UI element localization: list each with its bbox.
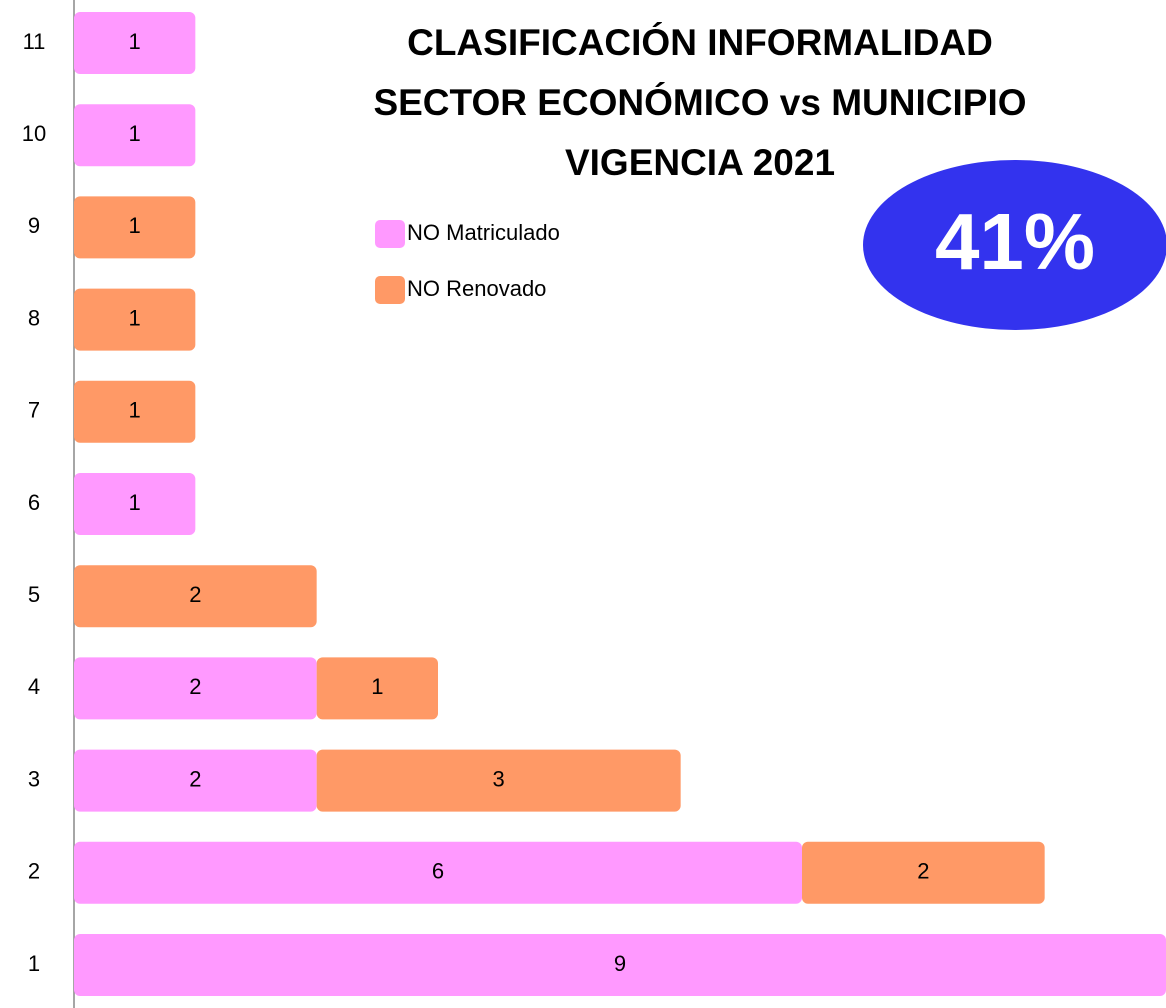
y-tick-label: 2 xyxy=(28,859,40,884)
bar-label: 1 xyxy=(129,29,141,54)
badge-text: 41% xyxy=(935,197,1095,286)
bar-segment xyxy=(74,196,196,259)
bar-segment xyxy=(74,749,317,812)
bar-label: 1 xyxy=(129,213,141,238)
bar-segment xyxy=(74,473,196,535)
bar-label: 6 xyxy=(432,859,444,884)
y-tick-label: 1 xyxy=(28,951,40,976)
bar-segment xyxy=(74,934,1166,996)
bar-label: 3 xyxy=(493,766,505,791)
bar-label: 1 xyxy=(129,121,141,146)
chart-title: CLASIFICACIÓN INFORMALIDAD xyxy=(407,21,993,63)
y-tick-label: 10 xyxy=(22,121,46,146)
bar-label: 1 xyxy=(129,305,141,330)
bar-label: 2 xyxy=(917,859,929,884)
bar-segment xyxy=(74,12,196,74)
legend-label: NO Matriculado xyxy=(407,220,560,245)
y-tick-label: 5 xyxy=(28,582,40,607)
bar-segment xyxy=(802,841,1045,904)
bar-segment xyxy=(74,380,196,443)
bar-label: 9 xyxy=(614,951,626,976)
legend-label: NO Renovado xyxy=(407,276,546,301)
bar-segment xyxy=(74,288,196,351)
bar-label: 2 xyxy=(189,674,201,699)
y-tick-label: 4 xyxy=(28,674,40,699)
badge xyxy=(863,160,1166,330)
chart-title: VIGENCIA 2021 xyxy=(565,142,835,183)
legend-swatch xyxy=(375,276,405,304)
bar-segment xyxy=(316,657,438,720)
bar-segment xyxy=(74,565,317,628)
y-tick-label: 3 xyxy=(28,766,40,791)
bar-label: 2 xyxy=(189,582,201,607)
bar-segment xyxy=(74,841,802,904)
bar-segment xyxy=(74,657,317,720)
legend-swatch xyxy=(375,220,405,248)
y-tick-label: 6 xyxy=(28,490,40,515)
bar-label: 1 xyxy=(129,490,141,515)
y-tick-label: 8 xyxy=(28,305,40,330)
y-tick-label: 7 xyxy=(28,398,40,423)
bar-segment xyxy=(74,104,196,167)
bar-label: 1 xyxy=(129,398,141,423)
bar-label: 2 xyxy=(189,766,201,791)
chart-title: SECTOR ECONÓMICO vs MUNICIPIO xyxy=(373,81,1026,123)
y-tick-label: 11 xyxy=(23,29,46,54)
bar-label: 1 xyxy=(371,674,383,699)
bar-segment xyxy=(316,749,681,812)
y-tick-label: 9 xyxy=(28,213,40,238)
